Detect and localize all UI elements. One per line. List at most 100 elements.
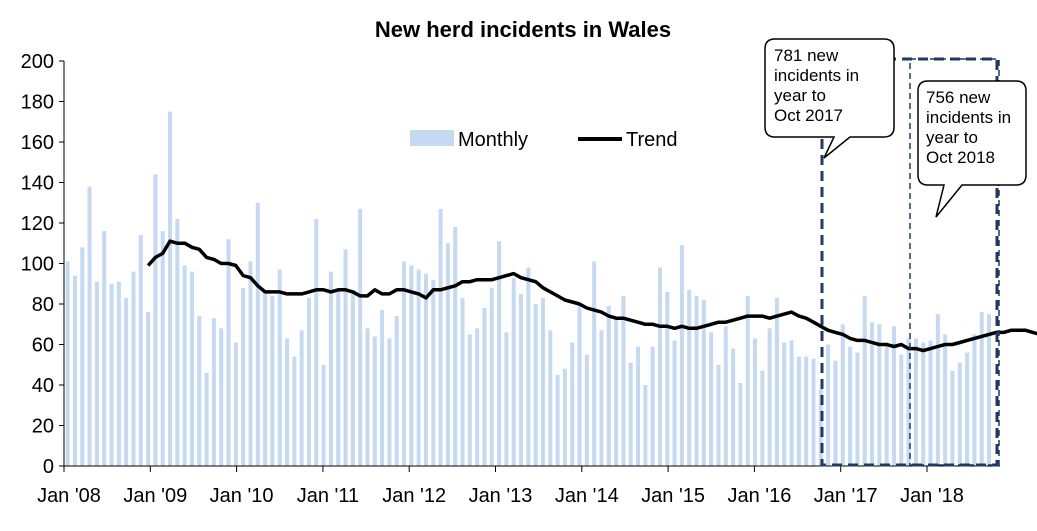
bar — [584, 354, 589, 466]
bar — [760, 370, 765, 466]
bar — [526, 267, 531, 466]
legend-swatch-monthly — [410, 130, 454, 146]
callout-line: Oct 2017 — [774, 106, 843, 125]
bar — [328, 271, 333, 466]
bar — [950, 370, 955, 466]
bar — [336, 289, 341, 466]
bar — [182, 265, 187, 466]
bar — [826, 344, 831, 466]
y-tick-label: 60 — [32, 335, 54, 357]
bar — [745, 295, 750, 466]
bar — [204, 372, 209, 466]
bar — [679, 245, 684, 466]
y-tick-label: 160 — [21, 132, 54, 154]
callout-line: 756 new — [926, 88, 991, 107]
bar — [848, 346, 853, 466]
bar — [445, 243, 450, 466]
bar — [657, 267, 662, 466]
bar — [782, 342, 787, 466]
bar — [153, 174, 158, 466]
bar — [87, 186, 92, 467]
bar — [606, 306, 611, 466]
bar — [855, 352, 860, 466]
bar — [511, 277, 516, 466]
bar — [248, 261, 253, 466]
x-tick-label: Jan '15 — [641, 485, 705, 507]
bar — [570, 342, 575, 466]
legend-label-trend: Trend — [626, 129, 678, 151]
y-tick-label: 0 — [43, 456, 54, 478]
callout-bubble — [917, 80, 1027, 218]
bar — [555, 374, 560, 466]
bar — [292, 356, 297, 466]
bar — [160, 231, 165, 466]
bar — [241, 287, 246, 466]
bar — [643, 385, 648, 466]
bar — [189, 271, 194, 466]
y-tick-label: 20 — [32, 416, 54, 438]
x-tick-label: Jan '09 — [123, 485, 187, 507]
bar — [716, 364, 721, 466]
bar — [519, 293, 524, 466]
bar — [533, 304, 538, 466]
bar — [350, 289, 355, 466]
bar — [416, 269, 421, 466]
bar — [636, 346, 641, 466]
bar — [270, 295, 275, 466]
x-tick-label: Jan '10 — [210, 485, 274, 507]
bar — [343, 249, 348, 466]
bar — [767, 328, 772, 466]
bar — [431, 279, 436, 466]
bar — [972, 334, 977, 466]
bar — [146, 312, 151, 466]
bar — [592, 261, 597, 466]
bar — [394, 316, 399, 466]
highlight-box-2017 — [820, 57, 999, 467]
y-tick-label: 140 — [21, 173, 54, 195]
trend-series — [146, 239, 1037, 353]
bar — [943, 334, 948, 466]
bar — [811, 358, 816, 466]
bar — [504, 332, 509, 466]
bar — [263, 291, 268, 466]
bar — [219, 328, 224, 466]
bar — [80, 247, 85, 466]
bar — [277, 269, 282, 466]
bar — [233, 342, 238, 466]
bar — [402, 261, 407, 466]
bar — [965, 352, 970, 466]
bar — [116, 281, 121, 466]
bar — [540, 297, 545, 466]
bar — [899, 354, 904, 466]
bar — [460, 297, 465, 466]
bar — [475, 328, 480, 466]
y-tick-label: 100 — [21, 254, 54, 276]
bar — [987, 314, 992, 466]
bar — [168, 111, 173, 466]
bar — [870, 322, 875, 466]
y-axis: 0 20 40 60 80 100 120 140 160 180 200 — [21, 51, 65, 478]
bar — [774, 297, 779, 466]
bar — [753, 338, 758, 466]
y-tick-label: 40 — [32, 375, 54, 397]
y-tick-label: 80 — [32, 294, 54, 316]
x-tick-label: Jan '17 — [814, 485, 878, 507]
bar — [365, 328, 370, 466]
x-axis: Jan '08 Jan '09 Jan '10 Jan '11 Jan '12 Jan '… — [37, 465, 1000, 507]
bar — [489, 287, 494, 466]
callout-line: incidents in — [774, 66, 859, 85]
bar — [138, 235, 143, 466]
callout-line: Oct 2018 — [926, 148, 995, 167]
bar — [358, 208, 363, 466]
bar — [409, 265, 414, 466]
bar — [738, 382, 743, 466]
bars-monthly — [65, 111, 992, 467]
bar — [197, 316, 202, 466]
bar — [840, 324, 845, 466]
bar — [94, 281, 99, 466]
bar — [453, 227, 458, 466]
trend-line — [146, 239, 1037, 353]
bar — [497, 241, 502, 466]
x-tick-label: Jan '08 — [37, 485, 101, 507]
